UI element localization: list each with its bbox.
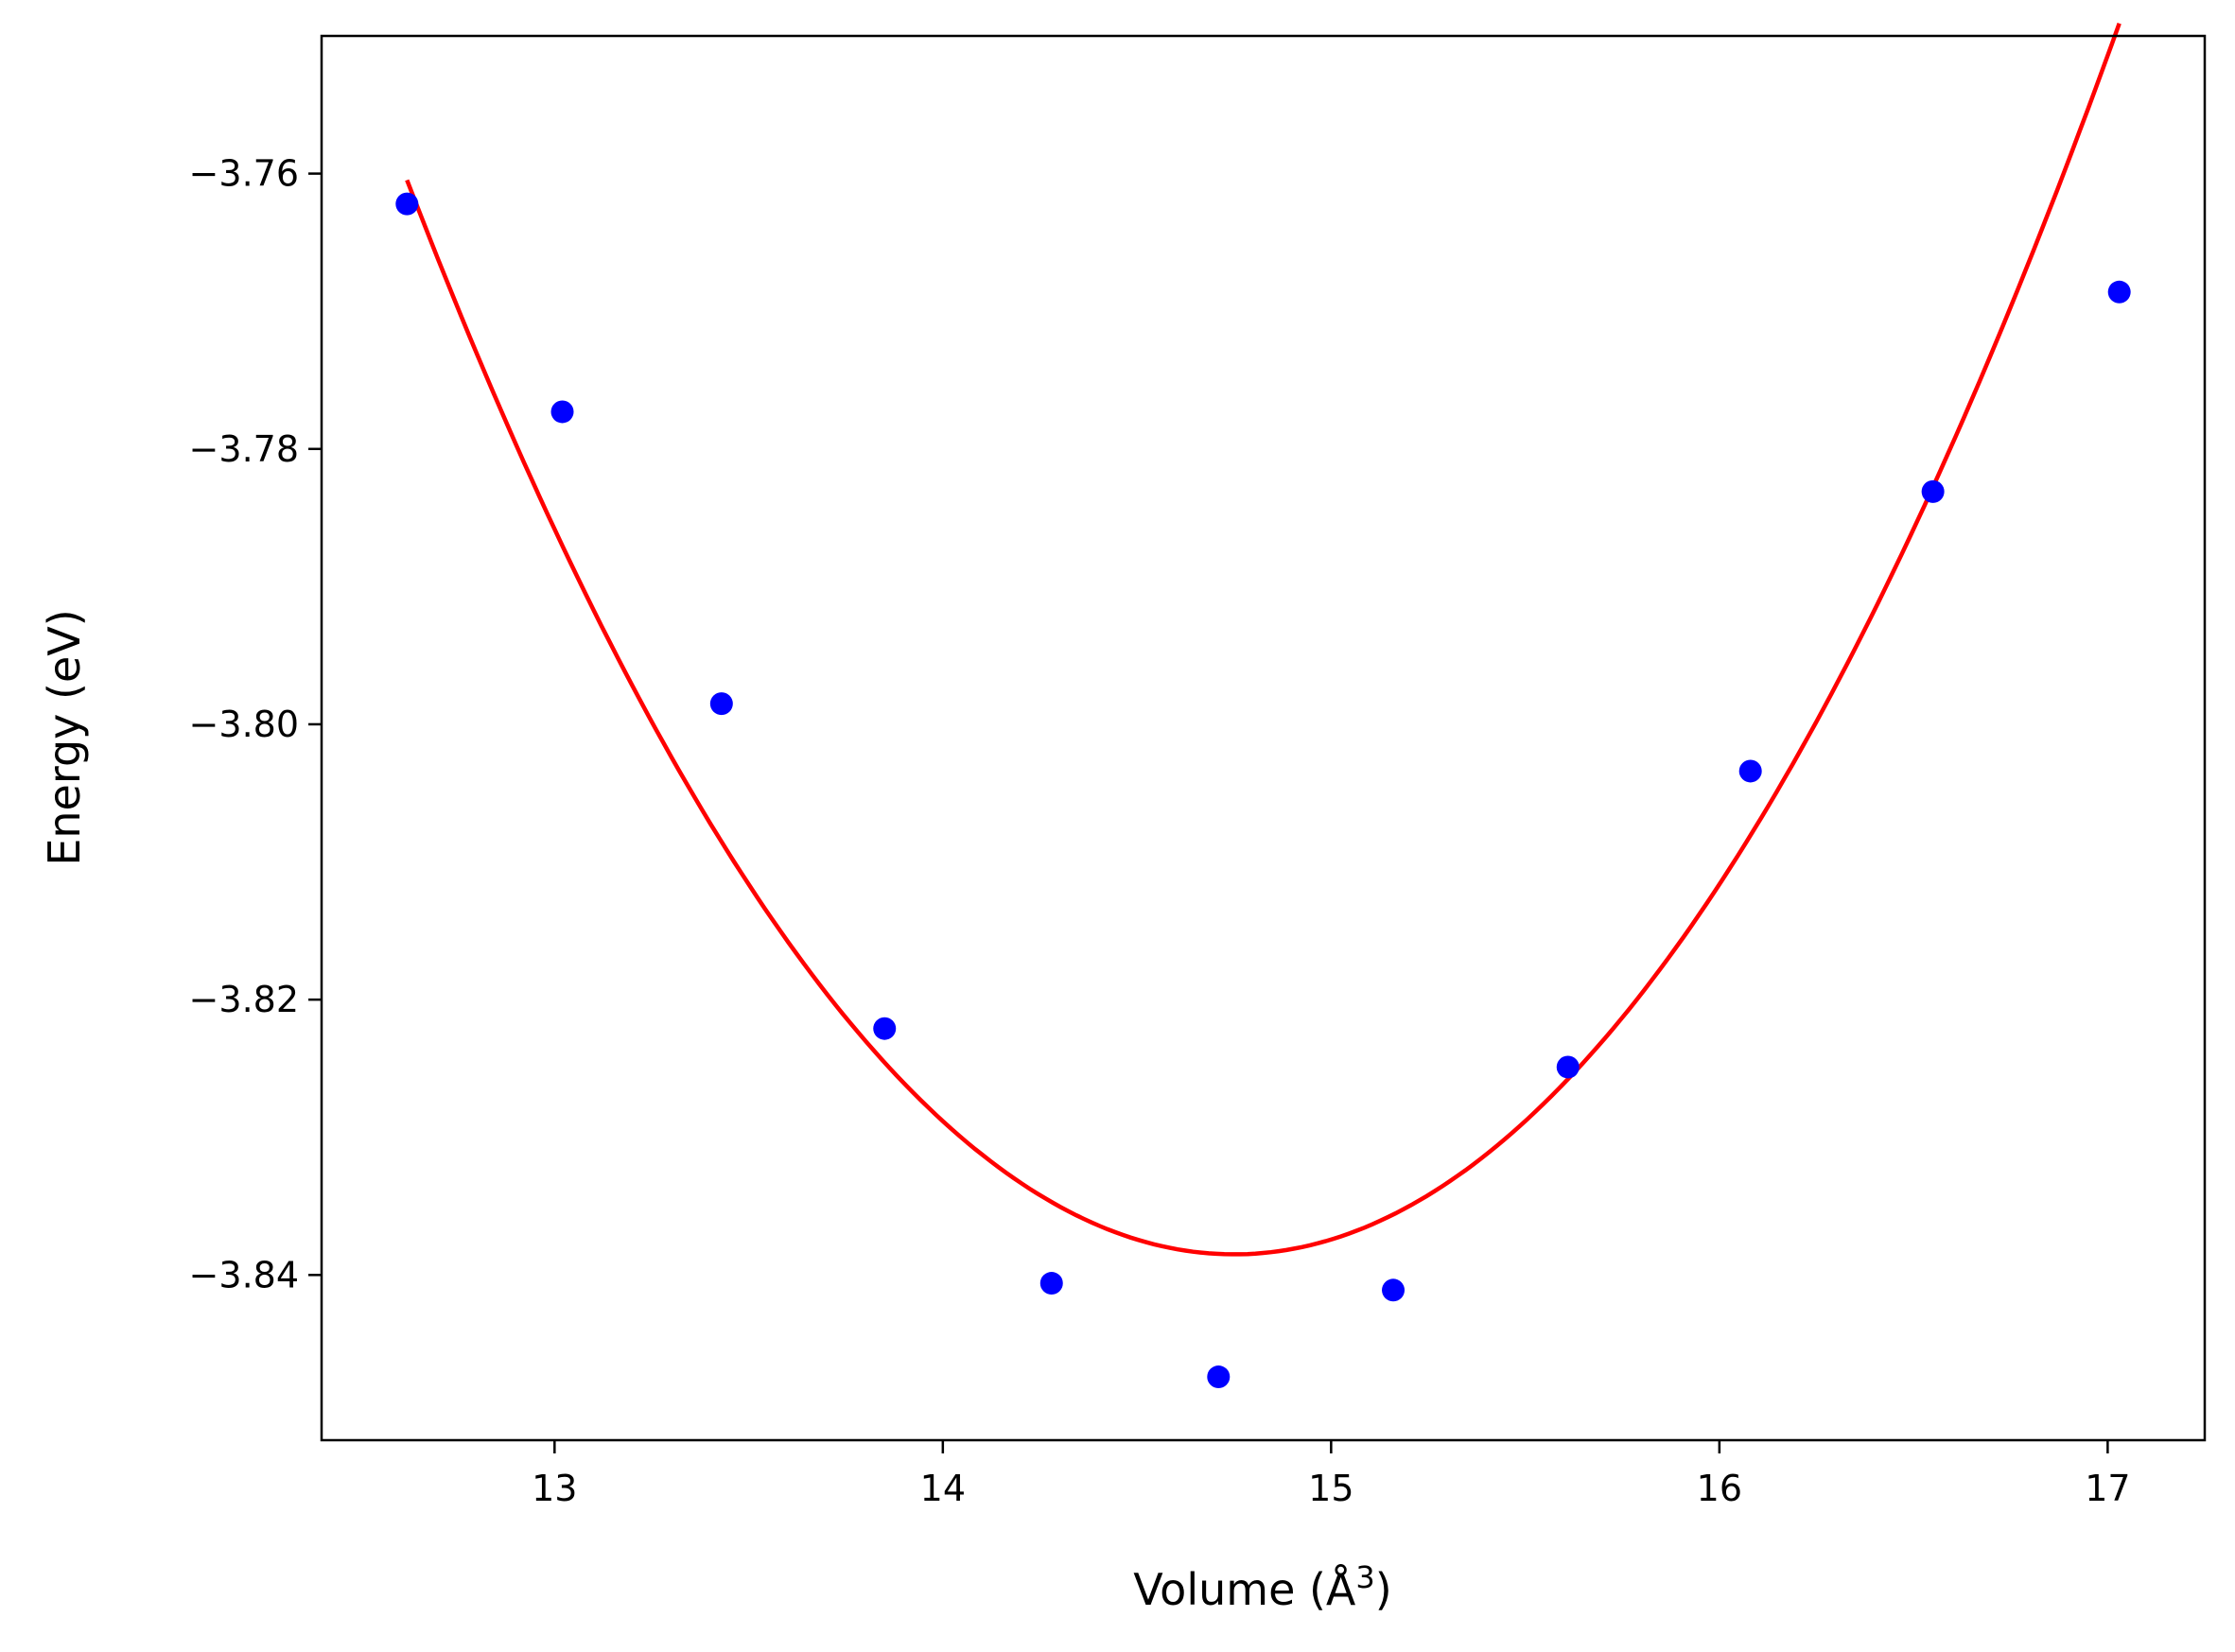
y-tick-label: −3.80 xyxy=(189,704,299,745)
data-point xyxy=(709,692,733,716)
x-tick-label: 16 xyxy=(1697,1468,1742,1509)
x-axis-label: Volume (Å3) xyxy=(1133,1559,1391,1615)
x-tick-label: 14 xyxy=(920,1468,966,1509)
data-point xyxy=(1738,759,1762,783)
data-point xyxy=(1207,1365,1231,1389)
data-point xyxy=(1556,1055,1580,1079)
y-tick-label: −3.82 xyxy=(189,979,299,1020)
data-point xyxy=(395,192,419,216)
y-axis-label: Energy (eV) xyxy=(39,609,90,865)
data-point xyxy=(873,1017,897,1040)
x-tick-label: 13 xyxy=(532,1468,577,1509)
y-axis: −3.76 −3.78 −3.80 −3.82 −3.84 xyxy=(189,153,322,1296)
data-point xyxy=(1039,1272,1063,1296)
x-tick-label: 15 xyxy=(1308,1468,1353,1509)
y-tick-label: −3.84 xyxy=(189,1254,299,1296)
y-tick-label: −3.76 xyxy=(189,153,299,195)
y-tick-label: −3.78 xyxy=(189,428,299,470)
data-point xyxy=(550,400,574,424)
data-point xyxy=(1382,1278,1406,1302)
data-point xyxy=(2107,280,2131,304)
fit-curve xyxy=(405,22,2122,1257)
data-point xyxy=(1921,479,1945,503)
x-axis: 13 14 15 16 17 xyxy=(532,1440,2131,1509)
plot-area xyxy=(395,22,2131,1389)
axes-frame xyxy=(320,34,2207,1442)
x-tick-label: 17 xyxy=(2085,1468,2130,1509)
